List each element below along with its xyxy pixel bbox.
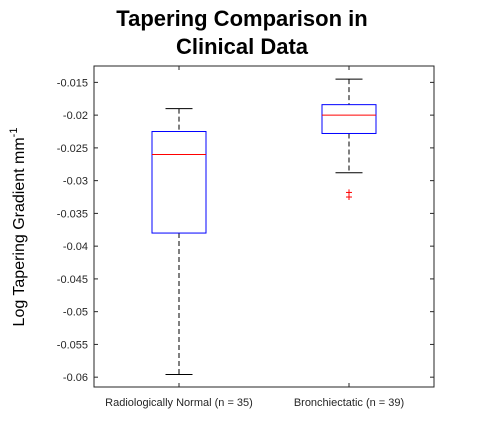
y-axis-ticks: -0.015 -0.02 -0.025 -0.03 -0.035 -0.04 -0.045 -… — [57, 77, 434, 384]
y-tick-label: -0.06 — [63, 372, 88, 384]
chart-title-line-1: Tapering Comparison in — [116, 6, 367, 31]
box-iqr — [151, 131, 207, 234]
box-iqr — [321, 104, 377, 134]
y-tick-label: -0.04 — [63, 241, 88, 253]
y-tick-label: -0.02 — [63, 110, 88, 122]
plot-area — [93, 65, 435, 388]
y-tick-label: -0.025 — [57, 143, 88, 155]
y-tick-label: -0.03 — [63, 176, 88, 188]
y-tick-label: -0.055 — [57, 339, 88, 351]
box-1 — [151, 108, 207, 376]
box-series — [151, 78, 377, 376]
box-2 — [321, 78, 377, 201]
x-category-label: Bronchiectatic (n = 39) — [294, 397, 404, 409]
y-axis-label-superscript: -1 — [8, 128, 20, 138]
y-tick-label: -0.05 — [63, 307, 88, 319]
x-category-label: Radiologically Normal (n = 35) — [105, 397, 253, 409]
y-axis-label: Log Tapering Gradient mm-1 — [8, 128, 28, 327]
y-tick-label: -0.045 — [57, 274, 88, 286]
chart-title: Tapering Comparison in Clinical Data — [116, 6, 367, 59]
y-axis-label-text: Log Tapering Gradient mm — [11, 137, 28, 326]
x-axis-ticks: Radiologically Normal (n = 35) Bronchiect… — [105, 66, 404, 409]
outlier-point — [346, 194, 352, 201]
y-tick-label: -0.015 — [57, 77, 88, 89]
y-tick-label: -0.035 — [57, 208, 88, 220]
chart-title-line-2: Clinical Data — [176, 34, 309, 59]
